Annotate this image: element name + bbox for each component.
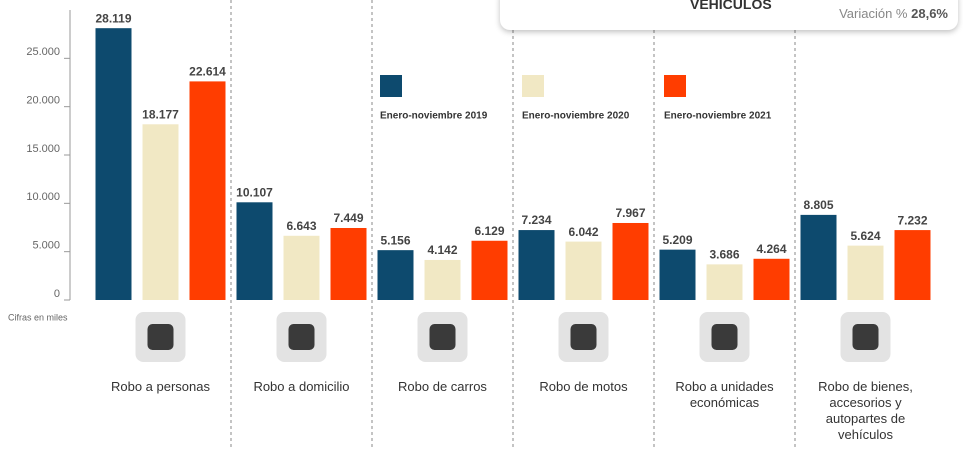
- value-label: 4.264: [756, 242, 786, 256]
- bar: [706, 264, 743, 300]
- bar: [142, 124, 179, 300]
- box-title: VEHÍCULOS: [690, 0, 772, 12]
- category-icon-glyph: [711, 324, 738, 350]
- bar: [565, 241, 602, 300]
- y-tick-label: 5.000: [32, 240, 60, 252]
- value-label: 10.107: [236, 185, 273, 199]
- bar: [283, 235, 320, 300]
- bar: [236, 202, 273, 300]
- category-label: Robo de bienes, accesorios y autopartes …: [818, 379, 913, 442]
- y-note: Cifras en miles: [8, 312, 68, 322]
- bar: [377, 250, 414, 300]
- value-label: 4.142: [427, 243, 457, 257]
- bar: [424, 259, 461, 300]
- category-label: Robo a personas: [110, 379, 210, 394]
- y-tick-label: 20.000: [26, 95, 60, 107]
- variation-value: 28,6%: [911, 6, 948, 21]
- category-icon-glyph: [288, 324, 315, 350]
- box-variation: Variación % 28,6%: [839, 6, 948, 21]
- bar: [612, 222, 649, 300]
- bar: [330, 227, 367, 300]
- value-label: 18.177: [142, 107, 179, 121]
- legend-label: Enero-noviembre 2019: [380, 111, 488, 122]
- value-label: 7.449: [333, 211, 363, 225]
- bar: [847, 245, 884, 300]
- bar: [800, 214, 837, 300]
- value-label: 6.643: [286, 219, 316, 233]
- category-label: Robo a domicilio: [253, 379, 350, 394]
- category-label: Robo de motos: [539, 379, 628, 394]
- category-icon-glyph: [852, 324, 879, 350]
- category-label: Robo a unidades económicas: [675, 379, 774, 410]
- value-label: 22.614: [189, 65, 226, 79]
- bar: [95, 28, 132, 300]
- y-tick-label: 25.000: [26, 46, 60, 58]
- bar: [518, 230, 555, 300]
- value-label: 5.156: [380, 233, 410, 247]
- value-label: 8.805: [803, 198, 833, 212]
- legend-swatch: [664, 75, 686, 97]
- bar: [471, 240, 508, 300]
- legend-label: Enero-noviembre 2020: [522, 111, 630, 122]
- value-label: 5.624: [850, 229, 880, 243]
- value-label: 7.234: [521, 213, 551, 227]
- legend-swatch: [522, 75, 544, 97]
- value-label: 7.232: [897, 213, 927, 227]
- legend-swatch: [380, 75, 402, 97]
- y-tick-label: 15.000: [26, 143, 60, 155]
- value-label: 28.119: [95, 11, 131, 25]
- variation-label: Variación %: [839, 6, 908, 21]
- value-label: 5.209: [662, 233, 692, 247]
- bar: [753, 258, 790, 300]
- category-icon-glyph: [147, 324, 174, 350]
- summary-box: VEHÍCULOS Variación % 28,6%: [500, 0, 958, 30]
- value-label: 7.967: [615, 206, 645, 220]
- bar: [894, 230, 931, 300]
- value-label: 6.129: [474, 224, 504, 238]
- bar: [189, 81, 226, 300]
- legend-label: Enero-noviembre 2021: [664, 111, 772, 122]
- y-tick-label: 0: [54, 288, 60, 300]
- value-label: 3.686: [709, 248, 739, 262]
- y-tick-label: 10.000: [26, 191, 60, 203]
- bar: [659, 249, 696, 300]
- category-icon-glyph: [570, 324, 597, 350]
- category-label: Robo de carros: [398, 379, 487, 394]
- category-icon-glyph: [429, 324, 456, 350]
- value-label: 6.042: [568, 225, 598, 239]
